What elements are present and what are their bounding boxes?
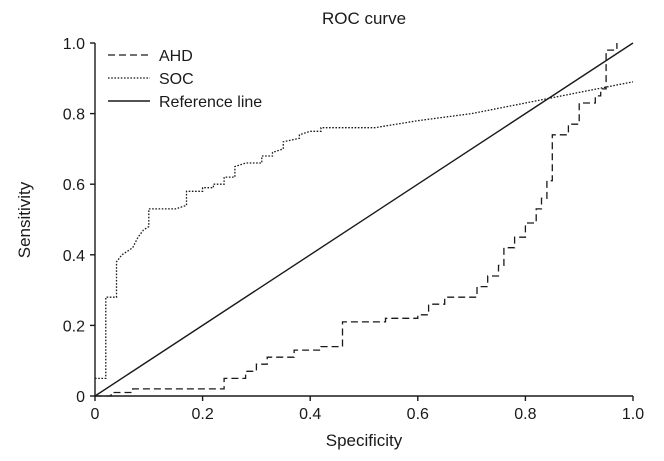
legend-label: AHD xyxy=(159,48,193,65)
y-tick-label: 1.0 xyxy=(63,36,85,53)
y-tick-label: 0 xyxy=(76,389,85,406)
plot-area: 0 0.2 0.4 0.6 0.8 1.0 0 0.2 0.4 0.6 0.8 1.0 xyxy=(63,36,644,423)
series-layer xyxy=(94,42,634,397)
series-line-ahd xyxy=(95,43,618,397)
y-tick-label: 0.8 xyxy=(63,107,85,124)
x-tick-label: 0.8 xyxy=(514,406,536,423)
y-tick-label: 0.4 xyxy=(63,248,85,265)
x-tick-label: 0.6 xyxy=(407,406,429,423)
x-tick-label: 1.0 xyxy=(622,406,644,423)
x-tick-label: 0.4 xyxy=(299,406,321,423)
legend-label: SOC xyxy=(159,71,194,88)
x-axis-label: Specificity xyxy=(326,431,403,450)
legend-label: Reference line xyxy=(159,94,262,111)
legend: AHD SOC Reference line xyxy=(108,48,262,111)
x-tick-label: 0 xyxy=(91,406,100,423)
series-line-reference-line xyxy=(94,42,634,397)
chart-title: ROC curve xyxy=(322,9,406,28)
y-axis-label: Sensitivity xyxy=(15,181,34,258)
x-tick-label: 0.2 xyxy=(191,406,213,423)
y-tick-label: 0.6 xyxy=(63,177,85,194)
x-ticks: 0 0.2 0.4 0.6 0.8 1.0 xyxy=(91,396,644,423)
y-tick-label: 0.2 xyxy=(63,318,85,335)
series-line-soc xyxy=(95,81,634,380)
y-ticks: 0 0.2 0.4 0.6 0.8 1.0 xyxy=(63,36,95,406)
